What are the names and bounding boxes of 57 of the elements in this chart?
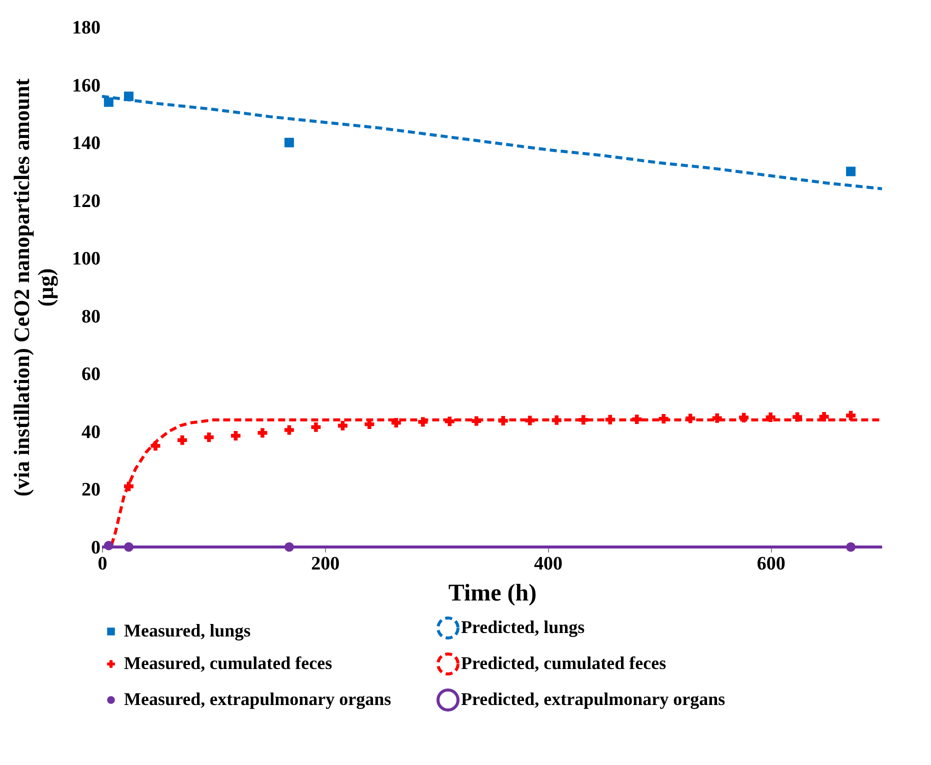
point	[819, 412, 829, 422]
point	[391, 418, 401, 428]
x-tick-label: 600	[756, 554, 786, 574]
point	[230, 431, 240, 441]
x-axis-title: Time (h)	[448, 580, 537, 606]
point	[284, 542, 294, 552]
point	[204, 432, 214, 442]
y-tick-label: 0	[91, 538, 100, 558]
y-tick-label: 160	[72, 75, 100, 96]
point	[766, 412, 776, 422]
point	[525, 416, 535, 426]
point	[444, 416, 454, 426]
y-tick-label: 40	[82, 422, 100, 443]
y-tick-label: 60	[82, 364, 100, 386]
legend-label: Measured, extrapulmonary organs	[124, 689, 392, 709]
y-axis-title: (via instillation) CeO2 nanoparticles amount (µg)	[9, 78, 58, 497]
point	[177, 435, 187, 445]
legend-label: Predicted, cumulated feces	[461, 653, 666, 673]
point	[104, 540, 114, 550]
point	[104, 97, 114, 107]
x-tick-label: 200	[311, 554, 340, 574]
point	[418, 417, 428, 427]
point	[124, 482, 134, 492]
y-tick-label: 80	[82, 306, 100, 328]
legend-label: Measured, lungs	[124, 620, 251, 640]
legend-label: Predicted, extrapulmonary organs	[461, 689, 726, 709]
y-tick-label: 180	[72, 18, 100, 38]
point	[284, 425, 294, 435]
point	[284, 138, 294, 148]
legend-label: Predicted, lungs	[461, 617, 585, 637]
point	[792, 412, 802, 422]
point	[686, 414, 696, 424]
point	[258, 428, 268, 438]
point	[472, 416, 482, 426]
y-tick-label: 100	[72, 248, 100, 270]
point	[150, 441, 160, 451]
x-tick-label: 400	[534, 554, 562, 574]
point	[124, 542, 134, 552]
point	[846, 166, 856, 176]
point	[632, 414, 642, 424]
point	[338, 420, 348, 430]
point	[311, 422, 321, 432]
point	[712, 413, 722, 423]
point	[739, 412, 749, 422]
y-tick-label: 120	[72, 190, 100, 212]
point	[846, 410, 856, 420]
point	[658, 414, 668, 424]
point	[124, 92, 134, 102]
point	[846, 542, 856, 552]
point	[498, 416, 508, 426]
legend-label: Measured, cumulated feces	[124, 653, 332, 673]
line-series	[100, 94, 884, 190]
point	[605, 414, 615, 424]
y-tick-label: 140	[72, 133, 100, 154]
point	[578, 415, 588, 425]
point	[552, 415, 562, 425]
y-tick-label: 20	[82, 480, 100, 501]
